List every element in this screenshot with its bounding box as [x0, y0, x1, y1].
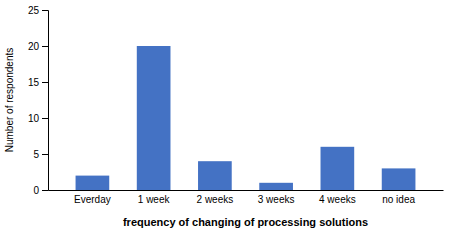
tick-mark	[42, 46, 48, 47]
tick: 2 weeks	[197, 194, 234, 205]
tick-label: 3 weeks	[258, 194, 295, 205]
tick-mark	[42, 82, 48, 83]
tick-label: 20	[28, 41, 40, 52]
tick-label: 1 week	[138, 194, 171, 205]
tick-label: 25	[28, 5, 40, 16]
tick-mark	[42, 10, 48, 11]
tick: no idea	[382, 194, 415, 205]
tick: 15	[28, 77, 48, 88]
axis-line	[42, 11, 49, 191]
bars	[76, 46, 416, 190]
bar	[137, 46, 171, 190]
tick: 5	[33, 149, 48, 160]
tick-label: Everday	[74, 194, 111, 205]
tick-mark	[42, 154, 48, 155]
chart: 0 5 10 15 20 25 Everday 1 week 2 weeks 3 weeks 4 w…	[0, 0, 455, 234]
bar	[321, 147, 355, 190]
tick-label: 10	[28, 113, 40, 124]
bar	[382, 168, 416, 190]
tick-label: 15	[28, 77, 40, 88]
tick-label: 4 weeks	[319, 194, 356, 205]
tick: 25	[28, 5, 48, 16]
axis-line	[49, 190, 444, 191]
tick: 20	[28, 41, 48, 52]
y-axis-title: Number of respondents	[4, 48, 15, 153]
tick-label: 2 weeks	[197, 194, 234, 205]
x-axis-title: frequency of changing of processing solu…	[123, 216, 368, 228]
y-axis: 0 5 10 15 20 25	[28, 5, 49, 196]
tick: 1 week	[138, 194, 171, 205]
tick-mark	[42, 118, 48, 119]
tick: 10	[28, 113, 48, 124]
bar	[259, 183, 293, 190]
tick-label: 0	[33, 185, 39, 196]
tick: Everday	[74, 194, 111, 205]
tick-mark	[42, 190, 48, 191]
x-axis: Everday 1 week 2 weeks 3 weeks 4 weeks no ide…	[49, 191, 444, 206]
tick: 3 weeks	[258, 194, 295, 205]
bar	[198, 161, 232, 190]
plot: 0 5 10 15 20 25 Everday 1 week 2 weeks 3 weeks 4 w…	[28, 5, 444, 205]
tick: 0	[33, 185, 48, 196]
tick-label: 5	[33, 149, 39, 160]
tick: 4 weeks	[319, 194, 356, 205]
tick-label: no idea	[382, 194, 415, 205]
bar	[76, 176, 110, 190]
